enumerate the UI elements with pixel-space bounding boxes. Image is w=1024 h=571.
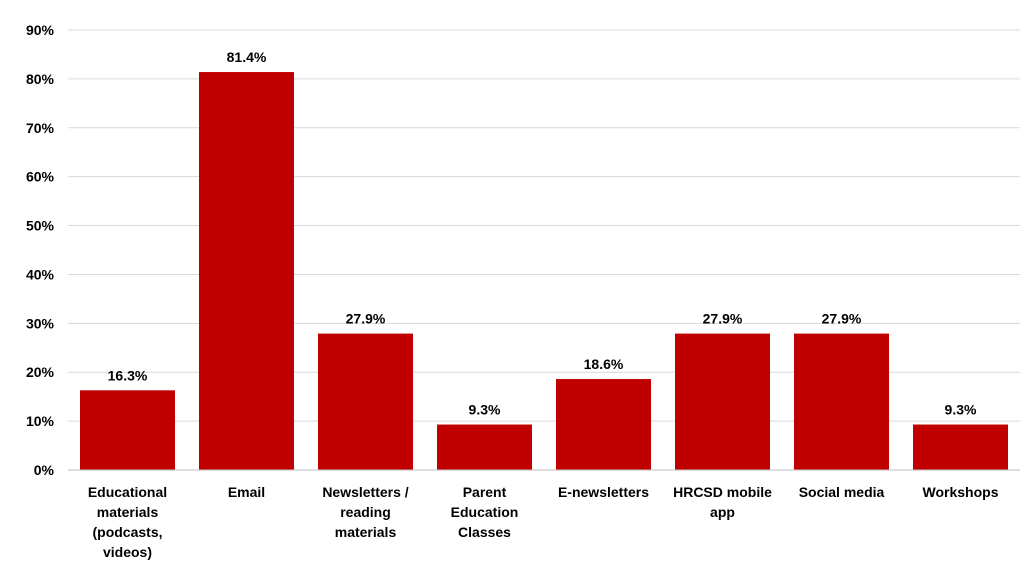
data-labels: 16.3% 81.4% 27.9% 9.3% 18.6% 27.9% 27.9% 9.3% <box>108 49 977 417</box>
category-label: Education <box>451 504 519 520</box>
bar <box>794 333 889 470</box>
category-label: Parent <box>463 484 507 500</box>
category-label: reading <box>340 504 391 520</box>
bars <box>80 72 1008 471</box>
bar <box>675 333 770 470</box>
data-label: 9.3% <box>469 402 501 418</box>
y-tick-label: 20% <box>26 364 55 380</box>
y-tick-label: 60% <box>26 169 55 185</box>
data-label: 27.9% <box>346 311 386 327</box>
category-label: Email <box>228 484 265 500</box>
data-label: 81.4% <box>227 49 267 65</box>
bar <box>80 390 175 470</box>
category-label: HRCSD mobile <box>673 484 772 500</box>
bar <box>556 379 651 470</box>
y-tick-label: 50% <box>26 218 55 234</box>
category-label: app <box>710 504 735 520</box>
category-label: Social media <box>799 484 885 500</box>
y-axis-tick-labels: 0% 10% 20% 30% 40% 50% 60% 70% 80% 90% <box>26 22 55 478</box>
y-tick-label: 80% <box>26 71 55 87</box>
data-label: 27.9% <box>703 311 743 327</box>
category-label: materials <box>335 524 397 540</box>
category-label: (podcasts, <box>92 524 162 540</box>
y-tick-label: 40% <box>26 266 55 282</box>
y-tick-label: 0% <box>34 462 55 478</box>
category-label: Newsletters / <box>322 484 408 500</box>
category-label: Classes <box>458 524 511 540</box>
category-label: materials <box>97 504 159 520</box>
y-tick-label: 10% <box>26 413 55 429</box>
y-tick-label: 90% <box>26 22 55 38</box>
bar <box>437 424 532 470</box>
category-label: Workshops <box>923 484 999 500</box>
bar <box>913 424 1008 470</box>
bar <box>199 72 294 471</box>
data-label: 9.3% <box>945 402 977 418</box>
data-label: 16.3% <box>108 367 148 383</box>
category-label: Educational <box>88 484 167 500</box>
bar <box>318 333 413 470</box>
y-tick-label: 70% <box>26 120 55 136</box>
data-label: 27.9% <box>822 311 862 327</box>
category-label: videos) <box>103 544 152 560</box>
category-label: E-newsletters <box>558 484 649 500</box>
data-label: 18.6% <box>584 356 624 372</box>
x-axis-category-labels: Educational materials (podcasts, videos) Ema… <box>88 484 999 560</box>
y-tick-label: 30% <box>26 315 55 331</box>
